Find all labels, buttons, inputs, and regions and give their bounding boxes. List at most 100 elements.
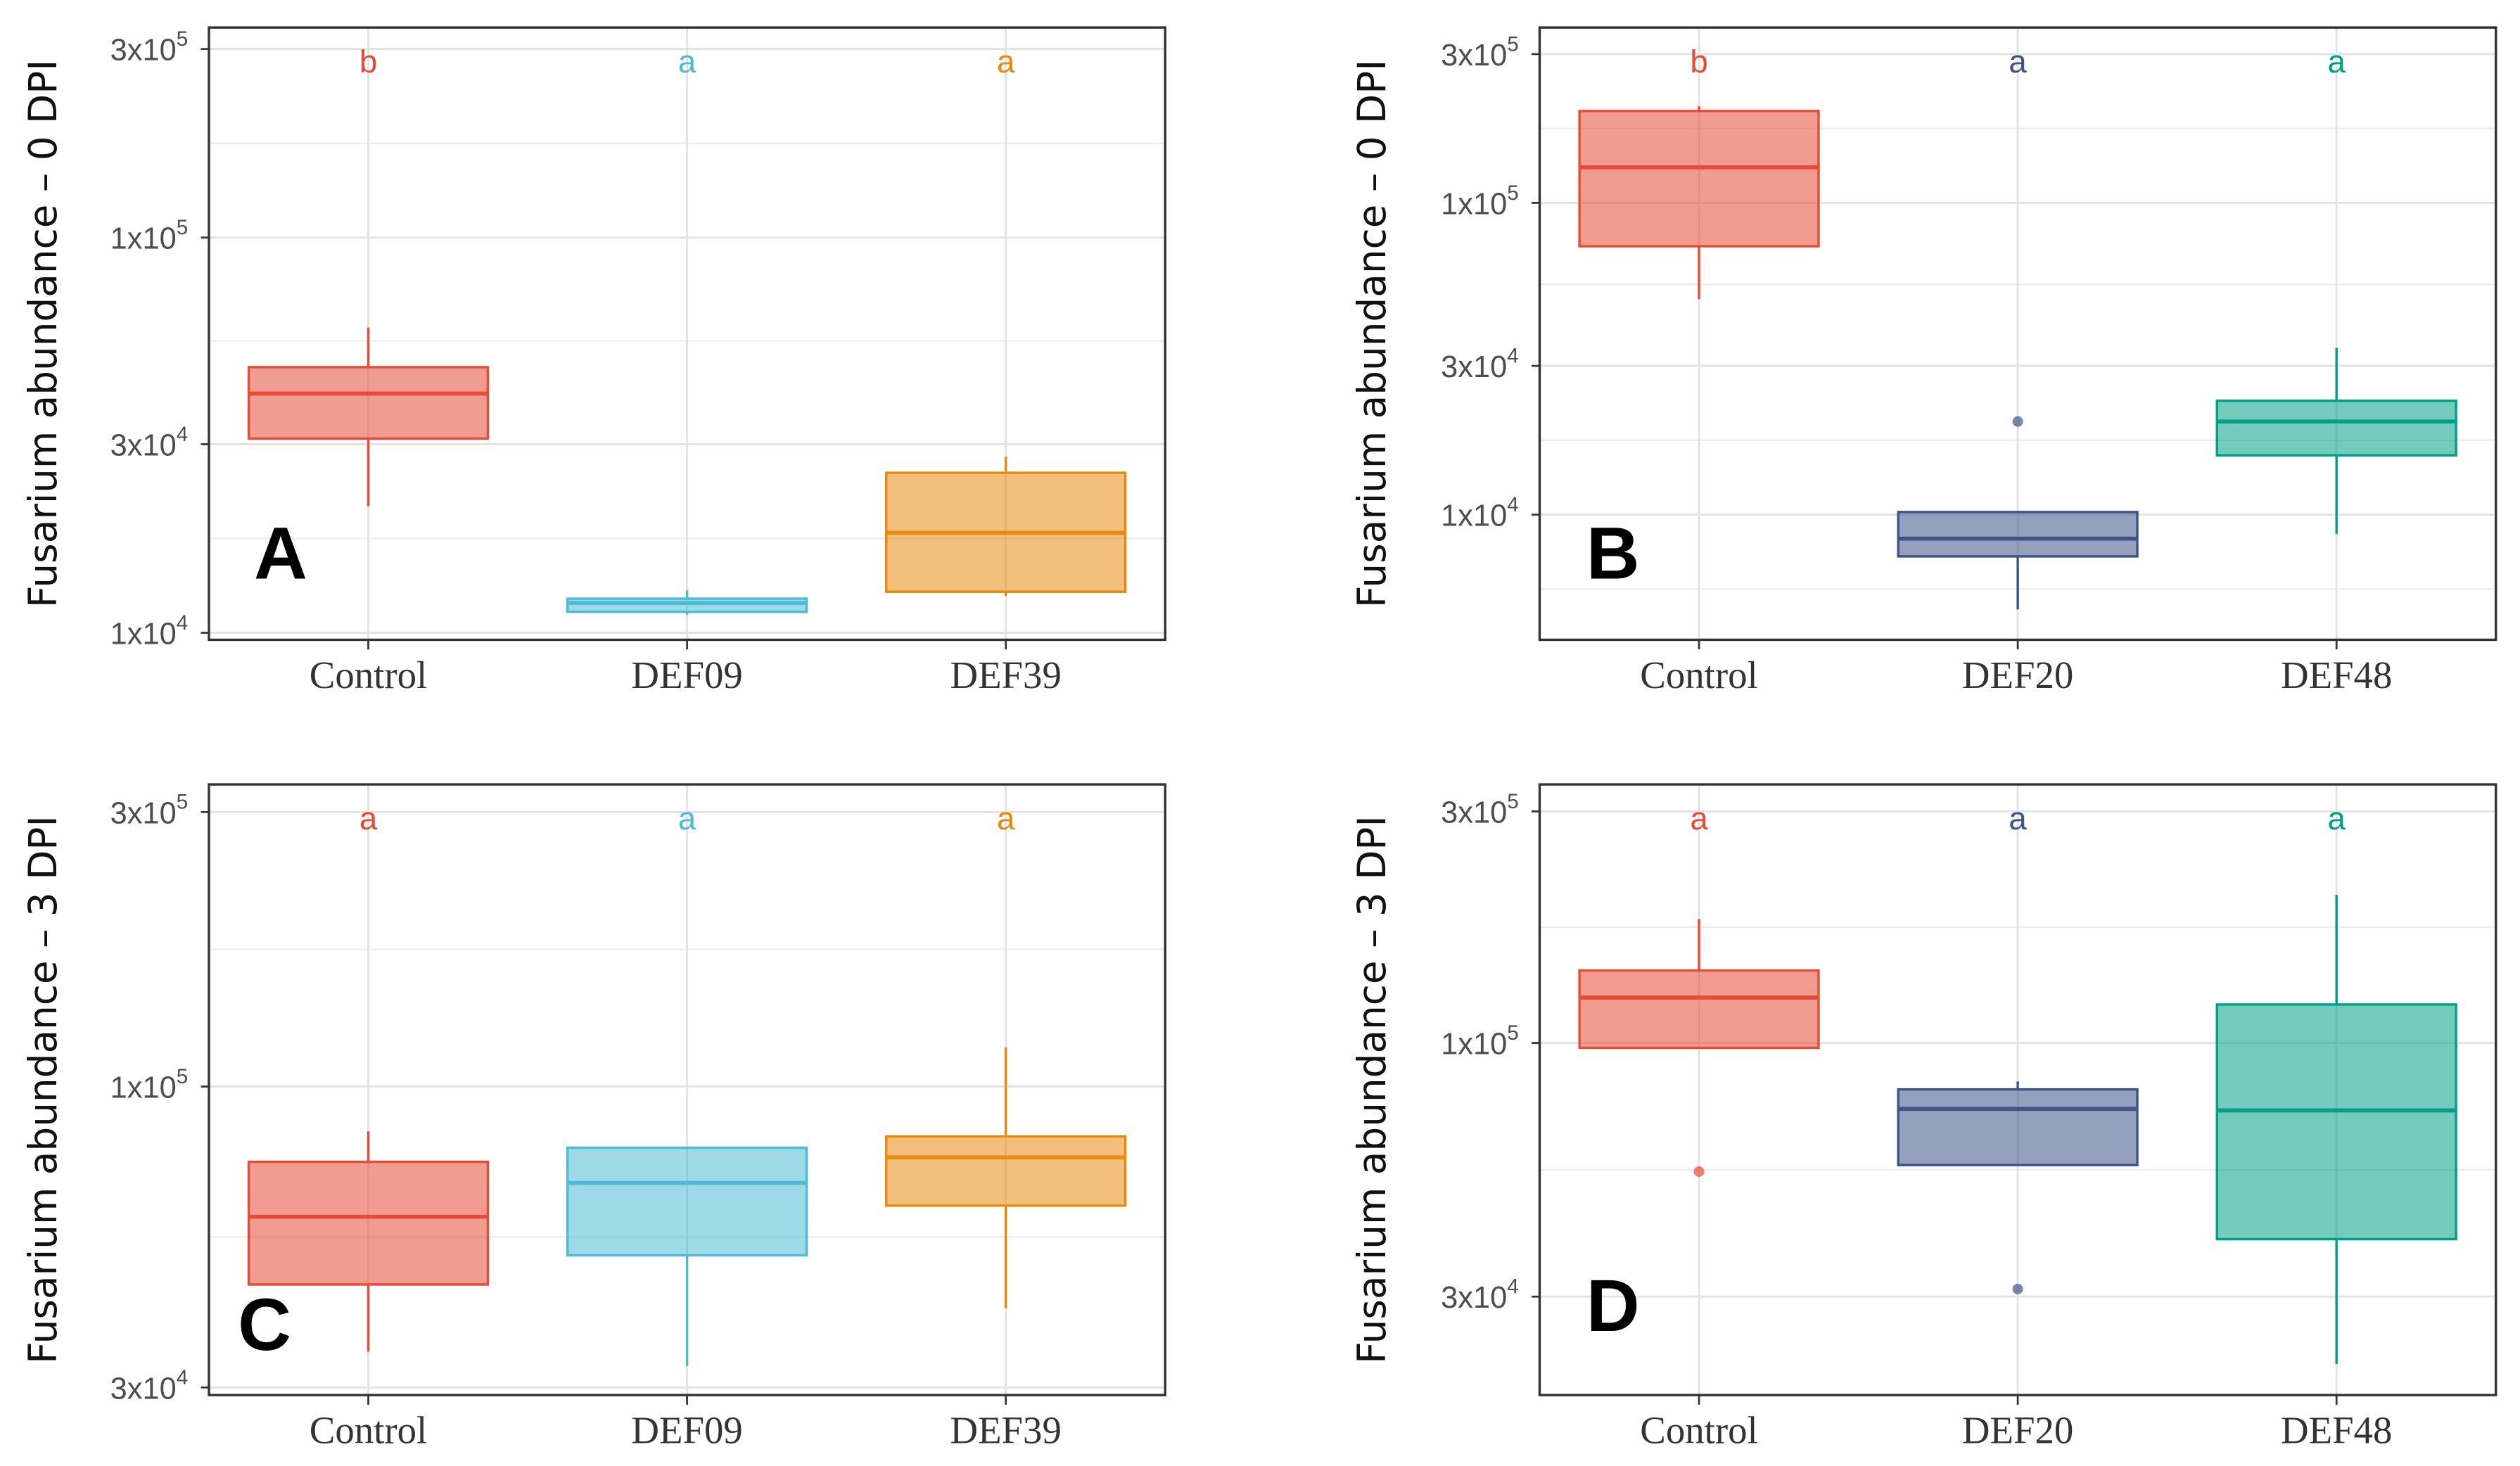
iqr-box (1578, 110, 1820, 248)
y-tick-exponent: 5 (177, 216, 189, 239)
y-tick-exponent: 4 (1507, 1275, 1519, 1299)
x-tick-label: DEF09 (631, 654, 742, 696)
significance-letter: a (2327, 44, 2346, 79)
x-tick-label: DEF09 (631, 1409, 742, 1452)
panel-a: 1x1043x1041x1053x105bControlaDEF09aDEF39… (20, 26, 1166, 696)
x-tick-label: DEF48 (2281, 654, 2392, 696)
iqr-box (566, 597, 808, 613)
significance-letter: a (1690, 801, 1708, 836)
y-tick-mantissa: 1x10 (1441, 499, 1507, 533)
y-tick-label: 1x104 (110, 611, 189, 651)
box-control: a (247, 801, 490, 1352)
box-def09: a (566, 801, 808, 1366)
significance-letter: b (359, 44, 377, 79)
plot-border (1538, 26, 2497, 642)
y-axis-title: Fusarium abundance – 3 DPI (20, 815, 65, 1364)
y-tick-mantissa: 3x10 (1441, 350, 1507, 384)
y-tick-mantissa: 3x10 (110, 1372, 177, 1406)
outlier-point (2012, 1283, 2023, 1294)
x-tick-label: Control (310, 1409, 427, 1452)
significance-letter: b (1690, 44, 1707, 79)
y-tick-mantissa: 3x10 (110, 34, 177, 68)
y-tick-label: 3x105 (1441, 790, 1519, 830)
iqr-box (2215, 1003, 2457, 1241)
box-def48: a (2215, 44, 2457, 535)
x-tick-label: Control (1640, 1409, 1758, 1452)
y-tick-exponent: 5 (177, 791, 189, 814)
y-tick-mantissa: 3x10 (1441, 39, 1507, 72)
y-tick-mantissa: 3x10 (1441, 796, 1507, 829)
significance-letter: a (678, 801, 696, 836)
y-tick-exponent: 4 (1507, 493, 1519, 516)
box-control: b (247, 44, 490, 506)
y-axis-title: Fusarium abundance – 0 DPI (1349, 60, 1394, 608)
box-def39: a (885, 44, 1127, 597)
box-def48: a (2215, 801, 2457, 1364)
y-tick-mantissa: 3x10 (110, 796, 177, 830)
y-tick-label: 3x104 (1441, 1275, 1519, 1315)
iqr-box (1578, 969, 1820, 1050)
iqr-box (1897, 511, 2139, 558)
box-def39: a (885, 801, 1127, 1308)
x-tick-label: DEF20 (1962, 654, 2073, 696)
iqr-box (885, 1135, 1127, 1207)
iqr-box (566, 1146, 808, 1257)
x-tick-label: DEF48 (2281, 1409, 2392, 1452)
plot-border (1538, 783, 2497, 1396)
box-control: a (1578, 801, 1820, 1178)
y-tick-exponent: 5 (1507, 181, 1519, 205)
y-tick-label: 3x105 (110, 791, 189, 831)
y-tick-exponent: 5 (177, 27, 189, 51)
y-tick-exponent: 4 (177, 423, 189, 446)
panel-letter: D (1586, 1265, 1640, 1347)
y-tick-exponent: 5 (177, 1065, 189, 1088)
x-tick-label: Control (310, 654, 427, 696)
outlier-point (2012, 416, 2023, 427)
y-tick-label: 3x105 (1441, 32, 1519, 72)
x-tick-label: DEF20 (1962, 1409, 2073, 1452)
y-tick-exponent: 5 (1507, 1021, 1519, 1045)
y-tick-mantissa: 1x10 (110, 618, 177, 651)
y-tick-label: 3x104 (110, 1366, 189, 1406)
iqr-box (2215, 399, 2457, 457)
iqr-box (247, 366, 490, 440)
y-tick-mantissa: 3x10 (1441, 1281, 1507, 1315)
x-tick-label: DEF39 (950, 1409, 1061, 1452)
iqr-box (247, 1160, 490, 1286)
panel-letter: C (238, 1284, 291, 1366)
y-tick-exponent: 5 (1507, 32, 1519, 56)
y-axis-title: Fusarium abundance – 0 DPI (20, 60, 65, 608)
y-tick-mantissa: 1x10 (110, 1071, 177, 1105)
significance-letter: a (359, 801, 378, 836)
x-tick-label: Control (1640, 654, 1758, 696)
y-tick-label: 3x104 (110, 423, 189, 463)
y-tick-mantissa: 1x10 (1441, 1028, 1507, 1062)
box-def09: a (566, 44, 808, 616)
y-tick-exponent: 4 (177, 611, 189, 635)
y-tick-exponent: 4 (1507, 345, 1519, 368)
box-def20: a (1897, 801, 2139, 1294)
y-tick-label: 1x105 (1441, 1021, 1519, 1062)
y-tick-mantissa: 1x10 (1441, 187, 1507, 221)
box-def20: a (1897, 44, 2139, 610)
significance-letter: a (997, 801, 1015, 836)
panel-letter: B (1586, 513, 1640, 595)
y-tick-exponent: 5 (1507, 790, 1519, 813)
x-tick-label: DEF39 (950, 654, 1061, 696)
y-tick-label: 3x105 (110, 27, 189, 68)
y-tick-label: 3x104 (1441, 345, 1519, 385)
iqr-box (1897, 1088, 2139, 1166)
y-tick-mantissa: 1x10 (110, 222, 177, 256)
panel-letter: A (254, 513, 307, 595)
significance-letter: a (2009, 44, 2027, 79)
y-tick-label: 1x105 (110, 1065, 189, 1105)
significance-letter: a (2327, 801, 2346, 836)
y-tick-label: 1x104 (1441, 493, 1519, 533)
y-tick-label: 1x105 (110, 216, 189, 256)
significance-letter: a (678, 44, 696, 79)
outlier-point (1693, 1166, 1705, 1178)
